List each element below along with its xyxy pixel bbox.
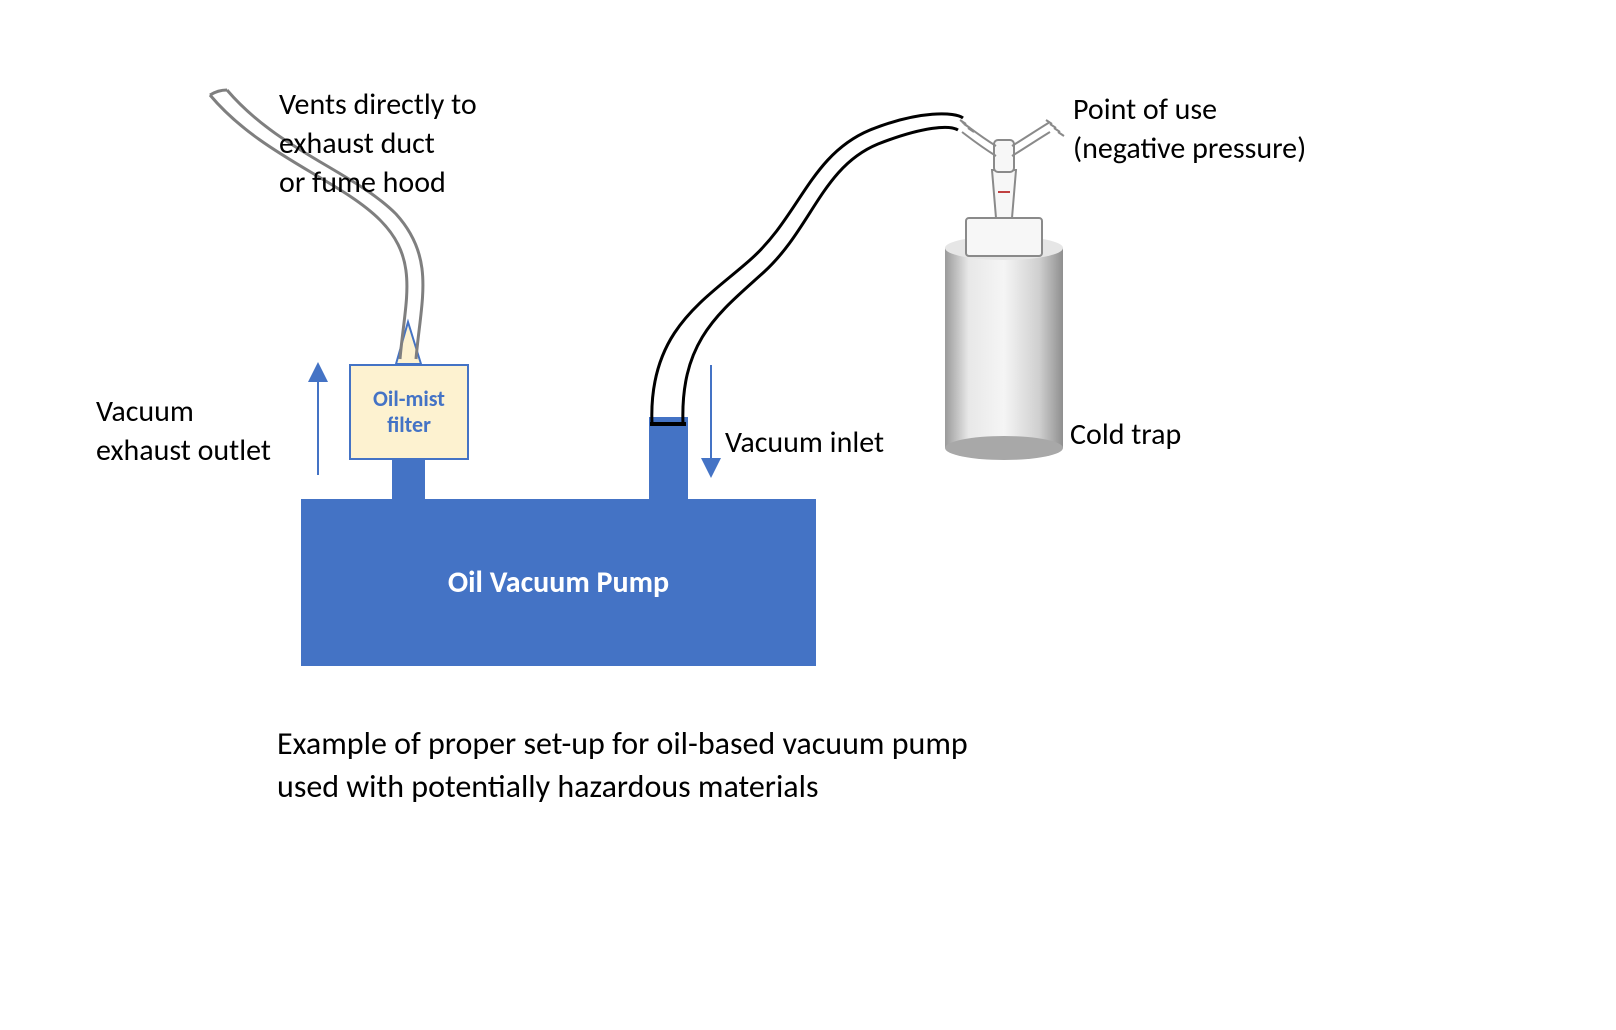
filter-label-line2: filter xyxy=(387,411,431,438)
pump-label: Oil Vacuum Pump xyxy=(448,564,669,601)
filter-label-line1: Oil-mist xyxy=(373,385,445,412)
cold-trap-dewar xyxy=(945,236,1063,460)
cold-trap-label: Cold trap xyxy=(1070,415,1181,454)
inlet-port xyxy=(649,417,688,499)
filter-label: Oil-mist filter xyxy=(373,386,445,439)
vacuum-inlet-label: Vacuum inlet xyxy=(725,423,884,462)
exhaust-outlet-label: Vacuum exhaust outlet xyxy=(96,392,271,470)
vents-label: Vents directly to exhaust duct or fume h… xyxy=(279,85,477,202)
caption: Example of proper set-up for oil-based v… xyxy=(277,722,968,808)
exhaust-port xyxy=(392,459,425,499)
point-of-use-label: Point of use (negative pressure) xyxy=(1073,90,1306,168)
filter-tip-icon xyxy=(396,322,421,364)
inlet-tube xyxy=(650,114,963,424)
oil-mist-filter: Oil-mist filter xyxy=(349,364,469,460)
cold-trap-glass xyxy=(960,120,1064,256)
oil-vacuum-pump: Oil Vacuum Pump xyxy=(301,499,816,666)
